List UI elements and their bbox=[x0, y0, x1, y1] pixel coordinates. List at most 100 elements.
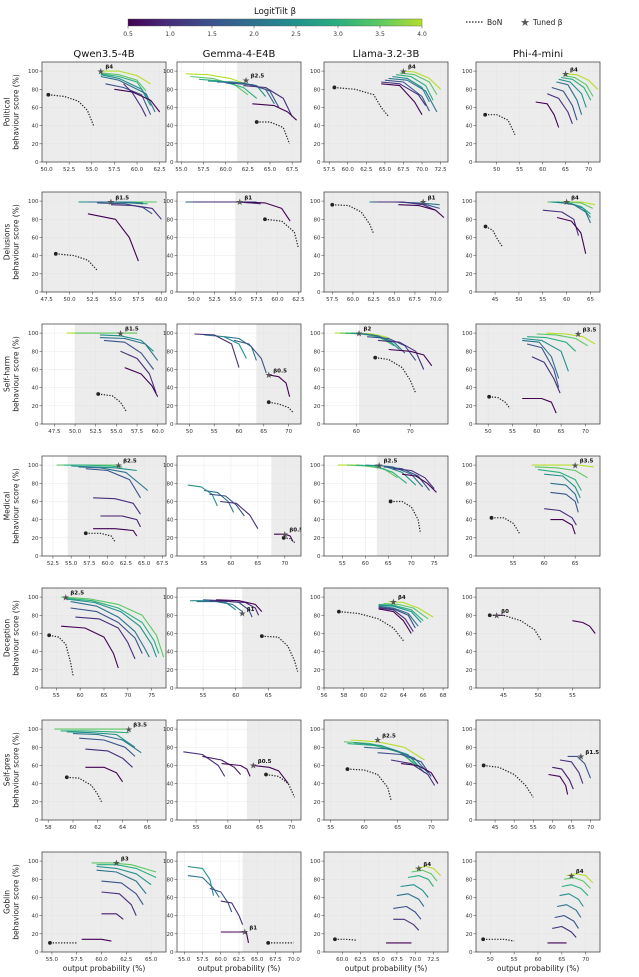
logittilt-curve bbox=[87, 201, 144, 205]
logittilt-curve bbox=[100, 72, 147, 92]
y-tick-label: 40 bbox=[167, 782, 174, 788]
logittilt-curve bbox=[402, 473, 437, 493]
x-tick-label: 60 bbox=[533, 429, 540, 435]
y-tick-label: 60 bbox=[167, 499, 174, 505]
logittilt-curve bbox=[560, 76, 592, 101]
y-tick-label: 0 bbox=[469, 818, 473, 824]
x-tick-label: 62.5 bbox=[120, 561, 133, 567]
bon-start-marker bbox=[336, 609, 341, 614]
y-tick-label: 20 bbox=[32, 668, 39, 674]
logittilt-curve bbox=[401, 763, 439, 784]
plot-area: ★ β2.5 bbox=[344, 734, 439, 801]
x-tick-label: 70.0 bbox=[288, 957, 301, 963]
x-tick-label: 57.5 bbox=[131, 429, 144, 435]
logittilt-curve bbox=[268, 374, 291, 397]
y-tick-label: 80 bbox=[32, 87, 39, 93]
y-tick-label: 0 bbox=[317, 950, 321, 956]
tuned-beta-label: β3.5 bbox=[580, 459, 594, 465]
x-tick-label: 47.5 bbox=[40, 297, 53, 303]
plot-area: ★ β1 bbox=[190, 599, 299, 672]
logittilt-curve bbox=[81, 938, 112, 942]
logittilt-curve bbox=[377, 201, 436, 211]
bon-start-marker bbox=[46, 92, 51, 97]
plot-area: ★ β0 bbox=[487, 609, 596, 642]
x-tick-label: 60.0 bbox=[155, 297, 168, 303]
y-tick-label: 20 bbox=[314, 800, 321, 806]
panel: ★ β3.5 0 20 40 60 80 100 58 60 62 64 66 bbox=[28, 719, 167, 831]
y-tick-label: 80 bbox=[314, 217, 321, 223]
x-tick-label: 60.0 bbox=[95, 957, 108, 963]
x-tick-label: 60 bbox=[360, 693, 367, 699]
logittilt-curve bbox=[559, 759, 584, 784]
shaded-region bbox=[359, 324, 448, 424]
x-tick-label: 62.5 bbox=[233, 957, 246, 963]
bon-start-marker bbox=[266, 400, 271, 405]
x-tick-label: 65.0 bbox=[251, 957, 264, 963]
tuned-beta-label: β2.5 bbox=[382, 734, 396, 740]
x-tick-label: 58 bbox=[45, 825, 52, 831]
bon-curve bbox=[283, 537, 296, 544]
y-tick-label: 20 bbox=[167, 800, 174, 806]
y-tick-label: 80 bbox=[167, 217, 174, 223]
y-tick-label: 100 bbox=[28, 859, 39, 865]
logittilt-curve bbox=[66, 731, 136, 748]
x-tick-label: 62.5 bbox=[367, 297, 380, 303]
row-label-line: behaviour score (%) bbox=[12, 732, 21, 808]
x-tick-label: 45 bbox=[492, 825, 499, 831]
panel: ★ β1 0 20 40 60 80 100 57.5 60.0 62.5 65.0 67.5 70.0 bbox=[310, 191, 449, 303]
bon-curve bbox=[49, 634, 74, 676]
x-tick-label: 70 bbox=[285, 429, 292, 435]
logittilt-curve bbox=[388, 348, 433, 367]
plot-area: ★ β0.5 bbox=[187, 484, 301, 544]
x-tick-label: 60 bbox=[563, 297, 570, 303]
x-tick-label: 70.0 bbox=[429, 297, 442, 303]
tuned-beta-star: ★ bbox=[236, 198, 244, 208]
y-tick-label: 40 bbox=[314, 124, 321, 130]
x-tick-label: 70 bbox=[582, 957, 589, 963]
x-tick-label: 60.0 bbox=[215, 957, 228, 963]
x-axis-label: output probability (%) bbox=[198, 964, 281, 973]
x-tick-label: 57.5 bbox=[108, 167, 121, 173]
x-tick-label: 55 bbox=[509, 429, 516, 435]
x-tick-label: 70 bbox=[428, 825, 435, 831]
tuned-beta-label: β2 bbox=[364, 327, 372, 333]
y-tick-label: 20 bbox=[167, 668, 174, 674]
bon-start-marker bbox=[388, 499, 393, 504]
y-tick-label: 0 bbox=[170, 554, 174, 560]
panel: ★ β2 0 20 40 60 80 100 60 70 bbox=[310, 323, 449, 435]
panel: ★ β1 0 20 40 60 80 100 55 60 65 bbox=[163, 587, 302, 699]
y-tick-label: 40 bbox=[32, 914, 39, 920]
y-tick-label: 0 bbox=[170, 290, 174, 296]
x-tick-label: 55 bbox=[327, 825, 334, 831]
logittilt-curve bbox=[393, 905, 422, 920]
tuned-beta-label: β4 bbox=[408, 65, 416, 71]
logittilt-curve bbox=[537, 469, 582, 491]
x-tick-label: 52.5 bbox=[209, 297, 222, 303]
y-tick-label: 100 bbox=[163, 727, 174, 733]
row-label: Goblinbehaviour score (%) bbox=[3, 864, 21, 940]
logittilt-curve bbox=[252, 103, 297, 121]
y-tick-label: 60 bbox=[167, 367, 174, 373]
y-tick-label: 0 bbox=[35, 422, 39, 428]
logittilt-curve bbox=[100, 74, 152, 106]
x-tick-label: 55 bbox=[530, 825, 537, 831]
bon-start-marker bbox=[487, 394, 492, 399]
panel-frame bbox=[323, 851, 449, 953]
x-tick-label: 67.5 bbox=[397, 167, 410, 173]
tuned-beta-star: ★ bbox=[355, 329, 363, 339]
panel-frame bbox=[176, 191, 302, 293]
bon-curve bbox=[485, 225, 503, 247]
y-tick-label: 60 bbox=[466, 895, 473, 901]
column-title: Phi-4-mini bbox=[513, 49, 563, 60]
panel: ★ β4 0 20 40 60 80 100 60.0 62.5 65.0 67.5 70.0 72.5o… bbox=[310, 851, 449, 973]
plot-area: ★ β1 bbox=[330, 196, 445, 235]
logittilt-curve bbox=[526, 343, 560, 388]
y-tick-label: 100 bbox=[28, 69, 39, 75]
x-tick-label: 55 bbox=[211, 429, 218, 435]
y-tick-label: 0 bbox=[35, 554, 39, 560]
panel: ★ β3.5 0 20 40 60 80 100 50 55 60 65 70 bbox=[462, 323, 601, 435]
tuned-beta-star: ★ bbox=[238, 610, 246, 620]
bon-curve bbox=[489, 614, 542, 642]
y-tick-label: 80 bbox=[314, 745, 321, 751]
